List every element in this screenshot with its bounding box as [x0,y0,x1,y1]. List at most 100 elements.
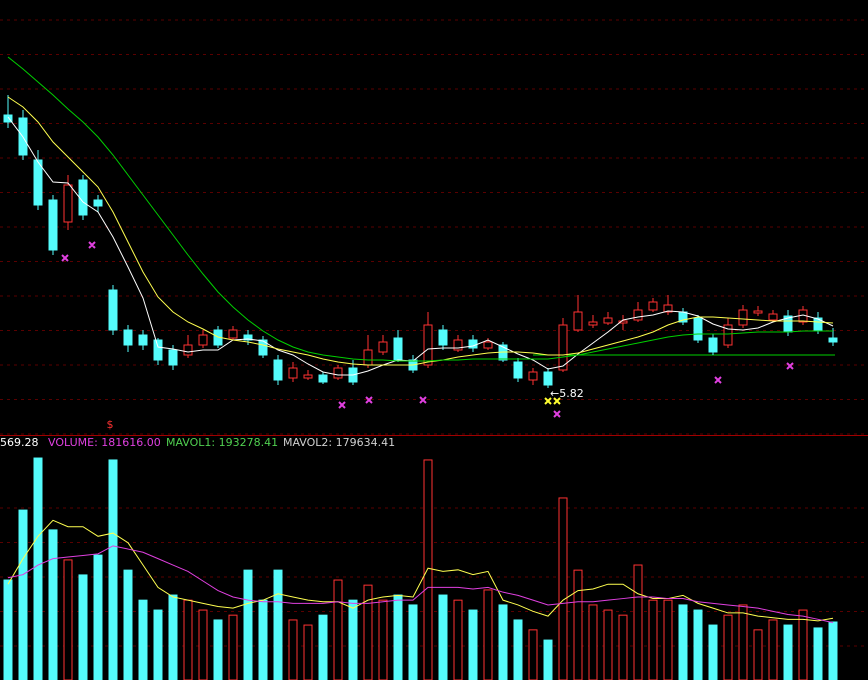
volume-bar [618,614,628,680]
candle-body [303,374,313,379]
candle-body [108,289,118,331]
volume-header: 569.28 [0,436,39,449]
mavol-line [7,545,834,624]
volume-bar [738,604,748,680]
candle-body [198,334,208,346]
candle-body [588,321,598,326]
volume-bar [543,639,553,680]
volume-bar [678,604,688,680]
volume-bar [288,619,298,680]
volume-bar [768,619,778,680]
candle-body [273,359,283,381]
volume-bar [723,614,733,680]
volume-bar [558,497,568,680]
volume-bar [243,569,253,680]
candle-body [63,184,73,223]
candle-body [393,337,403,361]
sell-marker [61,241,794,418]
volume-bar [468,609,478,680]
candle-body [93,199,103,207]
volume-bar [693,609,703,680]
candle-body [813,317,823,331]
candle-body [603,317,613,324]
candle-body [483,341,493,349]
buy-marker [544,397,561,405]
volume-bar [588,604,598,680]
candle-body [318,374,328,383]
candle-body [168,349,178,366]
volume-bar [663,599,673,680]
volume-header: MAVOL1: 193278.41 [166,436,278,449]
candle-body [573,311,583,331]
candle-body [663,304,673,313]
volume-bar [363,584,373,680]
volume-bar [813,627,823,680]
candle-body [528,371,538,381]
volume-bar [303,624,313,680]
volume-bar [828,621,838,680]
volume-bar [708,624,718,680]
candle-body [48,199,58,251]
volume-bar [198,609,208,680]
volume-bar [168,594,178,680]
signal-markers [61,241,794,418]
candle-body [723,324,733,346]
candle-body [123,329,133,346]
volume-bar [273,569,283,680]
candle-body [738,309,748,326]
signal-label: $ [107,418,114,431]
volume-bar [258,599,268,680]
volume-bar [453,599,463,680]
candle-body [363,349,373,366]
volume-bar [513,619,523,680]
candle-body [753,310,763,314]
volume-bar [93,554,103,680]
volume-bar [33,457,43,680]
volume-bar [528,629,538,680]
candle-body [768,313,778,321]
ma-line [7,96,834,366]
volume-bar [438,594,448,680]
volume-bar [138,599,148,680]
volume-bar [648,599,658,680]
candle-body [558,324,568,371]
candle-body [183,344,193,356]
volume-bar [378,599,388,680]
volume-bar [783,624,793,680]
volume-header: VOLUME: 181616.00 [48,436,161,449]
candle-body [513,361,523,379]
volume-bar [108,459,118,680]
volume-bar [123,569,133,680]
candle-body [33,159,43,206]
volume-bar [183,599,193,680]
candle-body [633,309,643,321]
candle-body [648,301,658,311]
volume-bar [333,579,343,680]
candle-body [228,329,238,339]
candle-body [138,334,148,346]
volume-bar [3,579,13,680]
candle-body [333,367,343,379]
low-annotation: ←5.82 [550,387,584,400]
volume-bar [573,569,583,680]
candle-body [153,339,163,361]
volume-bar [483,589,493,680]
volume-bar [498,604,508,680]
candle-body [618,320,628,324]
volume-bar [228,614,238,680]
volume-bar [393,594,403,680]
volume-bar [318,614,328,680]
candle-body [288,367,298,379]
volume-bar [603,609,613,680]
volume-bar [63,559,73,680]
volume-bar [423,459,433,680]
candle-body [378,341,388,353]
candle-body [243,334,253,341]
mavol-line [7,519,834,622]
volume-bar [78,574,88,680]
volume-bar [753,629,763,680]
volume-header: MAVOL2: 179634.41 [283,436,395,449]
volume-bar [153,609,163,680]
volume-bar [18,509,28,680]
